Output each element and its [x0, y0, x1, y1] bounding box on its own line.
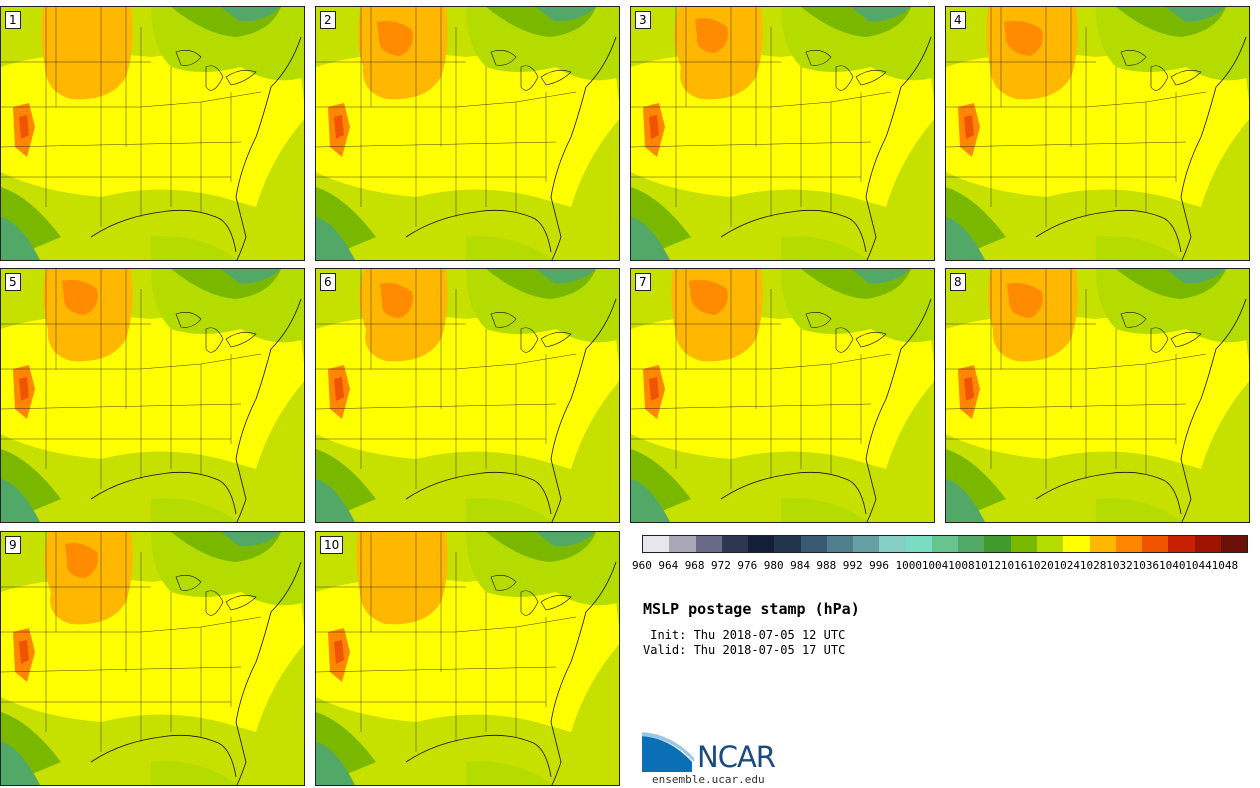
mslp-map — [1, 7, 304, 260]
colorbar-swatch — [721, 536, 749, 552]
colorbar-swatch — [1142, 536, 1169, 552]
mslp-map — [631, 269, 934, 522]
site-url: ensemble.ucar.edu — [652, 773, 765, 786]
colorbar-label: 988 — [816, 559, 837, 572]
colorbar-swatch — [774, 536, 801, 552]
colorbar-swatch — [931, 536, 959, 552]
colorbar-swatch — [1168, 536, 1195, 552]
colorbar-swatch — [669, 536, 696, 552]
colorbar-label: 1048 — [1211, 559, 1239, 572]
panel-number: 3 — [635, 11, 651, 29]
mslp-map — [1, 532, 304, 785]
colorbar-swatch — [643, 536, 670, 552]
panel-number: 5 — [5, 273, 21, 291]
panel-number: 10 — [320, 536, 344, 554]
colorbar-label: 1008 — [948, 559, 975, 572]
panel-number: 4 — [950, 11, 966, 29]
colorbar-swatch — [1115, 536, 1143, 552]
colorbar-swatch — [984, 536, 1011, 552]
colorbar-swatch — [1063, 536, 1090, 552]
mslp-map — [316, 532, 619, 785]
mslp-panel: 7 — [630, 268, 935, 523]
mslp-map — [631, 7, 934, 260]
ncar-logo-icon — [642, 732, 694, 772]
colorbar-swatch — [800, 536, 827, 552]
colorbar-swatch — [1036, 536, 1064, 552]
colorbar-label: 1000 — [895, 559, 922, 572]
colorbar-label: 968 — [684, 559, 705, 572]
ncar-logo-text: NCAR — [697, 740, 776, 774]
colorbar-label: 992 — [842, 559, 863, 572]
colorbar-label: 1032 — [1106, 559, 1133, 572]
colorbar-swatch — [826, 536, 854, 552]
mslp-map — [316, 269, 619, 522]
panel-number: 8 — [950, 273, 966, 291]
colorbar-swatch — [1194, 536, 1221, 552]
colorbar-label: 1024 — [1053, 559, 1081, 572]
colorbar-label: 1016 — [1000, 559, 1028, 572]
mslp-panel: 1 — [0, 6, 305, 261]
mslp-map — [946, 269, 1249, 522]
colorbar — [642, 535, 1248, 553]
colorbar-swatch — [1089, 536, 1116, 552]
colorbar-label: 1004 — [921, 559, 949, 572]
colorbar-label: 984 — [790, 559, 810, 572]
panel-number: 1 — [5, 11, 21, 29]
mslp-panel: 3 — [630, 6, 935, 261]
mslp-panel: 8 — [945, 268, 1250, 523]
colorbar-label: 1036 — [1132, 559, 1160, 572]
colorbar-label: 996 — [869, 559, 889, 572]
mslp-panel: 6 — [315, 268, 620, 523]
colorbar-swatch — [958, 536, 985, 552]
colorbar-label: 1020 — [1027, 559, 1054, 572]
mslp-panel: 5 — [0, 268, 305, 523]
colorbar-label: 1028 — [1079, 559, 1107, 572]
colorbar-label: 1012 — [974, 559, 1002, 572]
panel-number: 7 — [635, 273, 651, 291]
page-title: MSLP postage stamp (hPa) — [643, 600, 860, 618]
colorbar-swatch — [905, 536, 932, 552]
colorbar-label: 964 — [658, 559, 679, 572]
colorbar-swatch — [853, 536, 880, 552]
panel-number: 2 — [320, 11, 336, 29]
colorbar-label: 960 — [632, 559, 652, 572]
panel-number: 6 — [320, 273, 336, 291]
colorbar-label: 972 — [711, 559, 731, 572]
colorbar-swatch — [1010, 536, 1037, 552]
colorbar-swatch — [695, 536, 722, 552]
colorbar-label: 980 — [763, 559, 784, 572]
colorbar-label: 1044 — [1185, 559, 1212, 572]
colorbar-label: 976 — [737, 559, 758, 572]
colorbar-swatch — [748, 536, 775, 552]
colorbar-label: 1040 — [1158, 559, 1186, 572]
colorbar-labels: 960 964 968 972 976 980 984 988 992 996 1000 1004 10… — [632, 559, 1252, 573]
panel-number: 9 — [5, 536, 21, 554]
mslp-map — [1, 269, 304, 522]
valid-time: Valid: Thu 2018-07-05 17 UTC — [643, 643, 846, 657]
mslp-panel: 9 — [0, 531, 305, 786]
mslp-panel: 4 — [945, 6, 1250, 261]
init-time: Init: Thu 2018-07-05 12 UTC — [643, 628, 846, 642]
mslp-panel: 2 — [315, 6, 620, 261]
mslp-panel: 10 — [315, 531, 620, 786]
colorbar-swatch — [879, 536, 906, 552]
mslp-map — [316, 7, 619, 260]
colorbar-swatch — [1220, 536, 1248, 552]
mslp-map — [946, 7, 1249, 260]
